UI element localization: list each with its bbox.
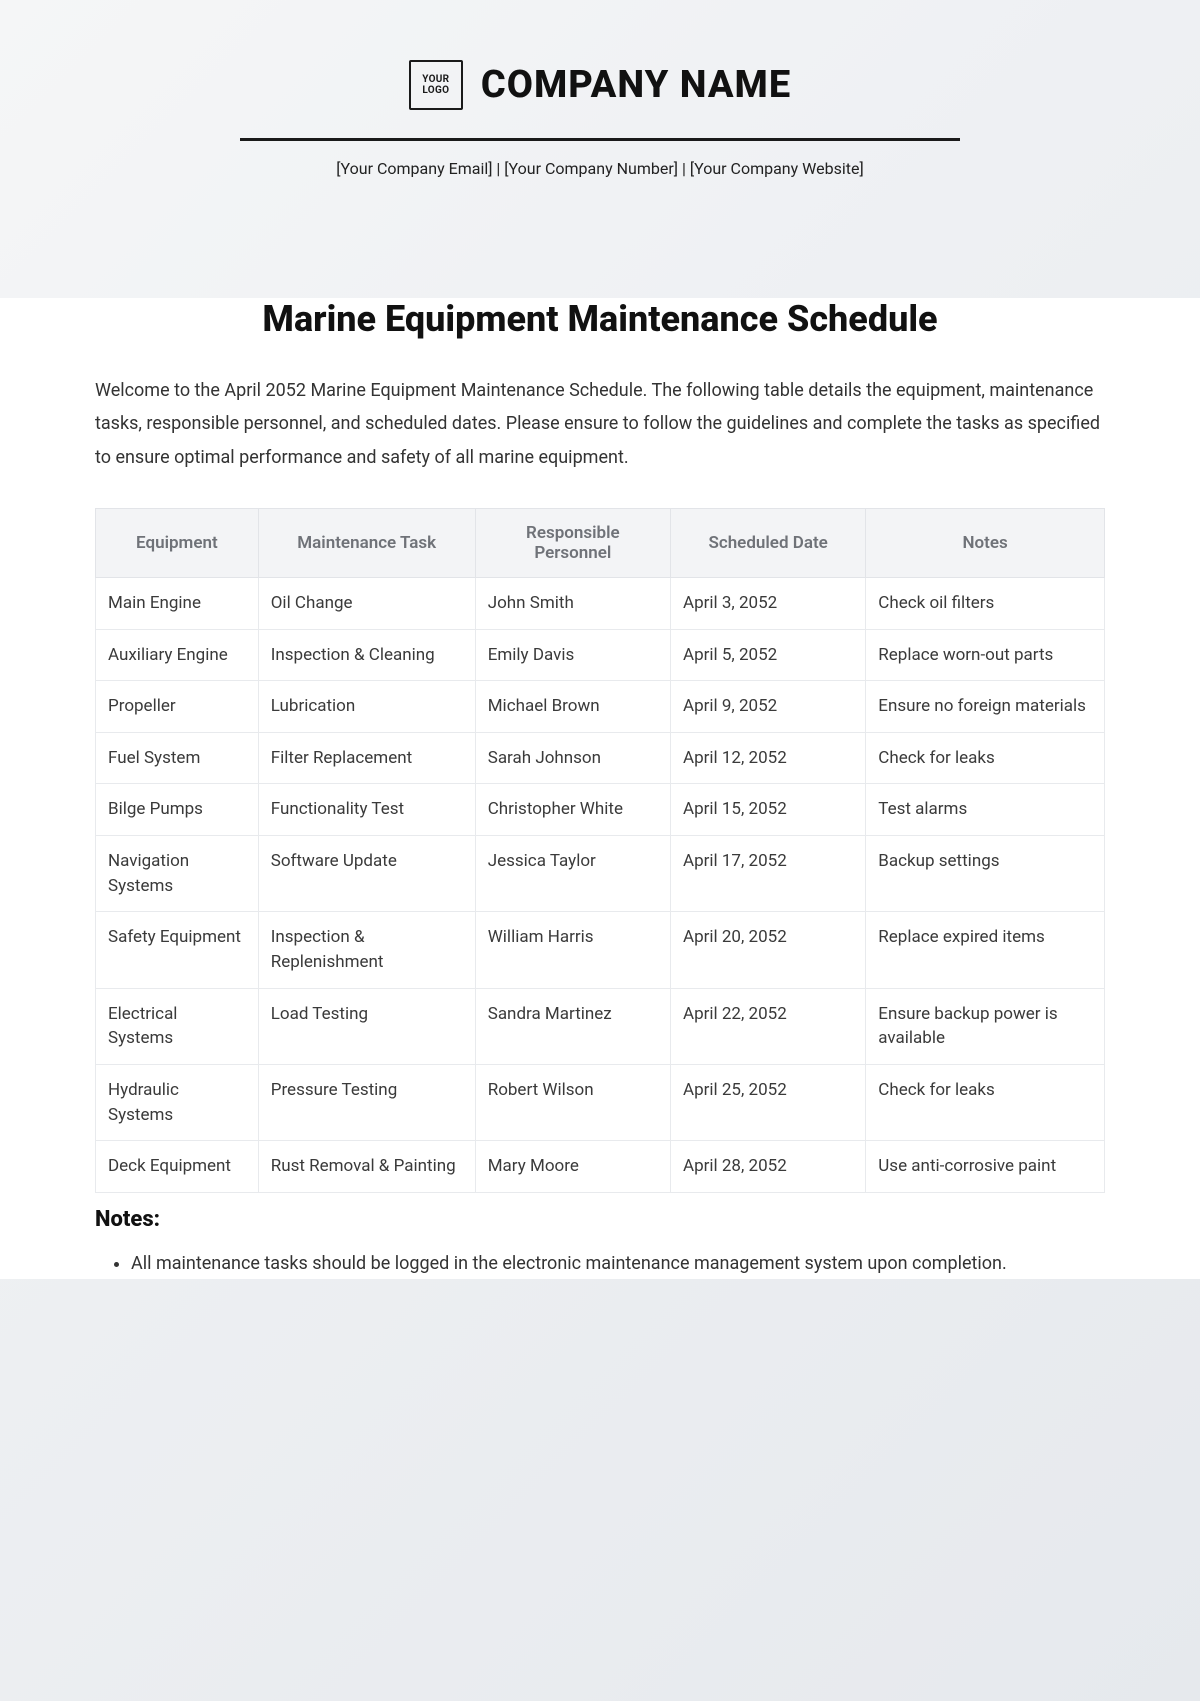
table-cell: Christopher White xyxy=(475,784,670,836)
table-cell: Emily Davis xyxy=(475,629,670,681)
notes-list: All maintenance tasks should be logged i… xyxy=(95,1248,1105,1280)
table-cell: Bilge Pumps xyxy=(96,784,259,836)
col-notes: Notes xyxy=(866,508,1105,577)
table-cell: Check for leaks xyxy=(866,732,1105,784)
table-cell: April 25, 2052 xyxy=(671,1064,866,1140)
table-cell: Functionality Test xyxy=(258,784,475,836)
table-cell: Pressure Testing xyxy=(258,1064,475,1140)
notes-item: All maintenance tasks should be logged i… xyxy=(131,1248,1105,1280)
intro-paragraph: Welcome to the April 2052 Marine Equipme… xyxy=(95,374,1105,474)
table-cell: John Smith xyxy=(475,577,670,629)
table-cell: Main Engine xyxy=(96,577,259,629)
table-row: PropellerLubricationMichael BrownApril 9… xyxy=(96,681,1105,733)
table-row: Navigation SystemsSoftware UpdateJessica… xyxy=(96,836,1105,912)
table-body: Main EngineOil ChangeJohn SmithApril 3, … xyxy=(96,577,1105,1192)
table-cell: William Harris xyxy=(475,912,670,988)
table-cell: Sandra Martinez xyxy=(475,988,670,1064)
table-cell: Robert Wilson xyxy=(475,1064,670,1140)
table-cell: Rust Removal & Painting xyxy=(258,1141,475,1193)
table-cell: Auxiliary Engine xyxy=(96,629,259,681)
table-cell: Check for leaks xyxy=(866,1064,1105,1140)
table-cell: Replace worn-out parts xyxy=(866,629,1105,681)
table-cell: April 9, 2052 xyxy=(671,681,866,733)
table-row: Fuel SystemFilter ReplacementSarah Johns… xyxy=(96,732,1105,784)
table-cell: Ensure backup power is available xyxy=(866,988,1105,1064)
table-cell: Jessica Taylor xyxy=(475,836,670,912)
company-name: COMPANY NAME xyxy=(481,63,791,107)
table-row: Auxiliary EngineInspection & CleaningEmi… xyxy=(96,629,1105,681)
table-cell: Propeller xyxy=(96,681,259,733)
table-cell: Inspection & Replenishment xyxy=(258,912,475,988)
table-cell: Mary Moore xyxy=(475,1141,670,1193)
table-cell: Michael Brown xyxy=(475,681,670,733)
table-cell: Ensure no foreign materials xyxy=(866,681,1105,733)
table-cell: Inspection & Cleaning xyxy=(258,629,475,681)
table-row: Hydraulic SystemsPressure TestingRobert … xyxy=(96,1064,1105,1140)
table-cell: Oil Change xyxy=(258,577,475,629)
table-cell: April 12, 2052 xyxy=(671,732,866,784)
table-cell: Test alarms xyxy=(866,784,1105,836)
table-cell: April 22, 2052 xyxy=(671,988,866,1064)
table-cell: Replace expired items xyxy=(866,912,1105,988)
table-cell: Check oil filters xyxy=(866,577,1105,629)
table-cell: Safety Equipment xyxy=(96,912,259,988)
table-cell: Lubrication xyxy=(258,681,475,733)
header-divider xyxy=(240,138,960,141)
document-title: Marine Equipment Maintenance Schedule xyxy=(95,298,1105,340)
col-equipment: Equipment xyxy=(96,508,259,577)
col-date: Scheduled Date xyxy=(671,508,866,577)
col-task: Maintenance Task xyxy=(258,508,475,577)
table-row: Bilge PumpsFunctionality TestChristopher… xyxy=(96,784,1105,836)
table-cell: Deck Equipment xyxy=(96,1141,259,1193)
brand-row: YOUR LOGO COMPANY NAME xyxy=(120,60,1080,110)
letterhead: YOUR LOGO COMPANY NAME [Your Company Ema… xyxy=(0,60,1200,178)
table-cell: Sarah Johnson xyxy=(475,732,670,784)
table-row: Safety EquipmentInspection & Replenishme… xyxy=(96,912,1105,988)
table-header-row: Equipment Maintenance Task Responsible P… xyxy=(96,508,1105,577)
table-cell: Fuel System xyxy=(96,732,259,784)
table-cell: April 3, 2052 xyxy=(671,577,866,629)
table-row: Deck EquipmentRust Removal & PaintingMar… xyxy=(96,1141,1105,1193)
table-cell: Navigation Systems xyxy=(96,836,259,912)
table-cell: April 15, 2052 xyxy=(671,784,866,836)
table-cell: Backup settings xyxy=(866,836,1105,912)
table-cell: April 20, 2052 xyxy=(671,912,866,988)
table-row: Main EngineOil ChangeJohn SmithApril 3, … xyxy=(96,577,1105,629)
table-cell: Electrical Systems xyxy=(96,988,259,1064)
table-cell: Software Update xyxy=(258,836,475,912)
notes-heading: Notes: xyxy=(95,1207,1105,1232)
maintenance-table: Equipment Maintenance Task Responsible P… xyxy=(95,508,1105,1193)
contact-line: [Your Company Email] | [Your Company Num… xyxy=(120,159,1080,178)
table-cell: April 17, 2052 xyxy=(671,836,866,912)
document-body: Marine Equipment Maintenance Schedule We… xyxy=(0,298,1200,1279)
table-row: Electrical SystemsLoad TestingSandra Mar… xyxy=(96,988,1105,1064)
table-cell: Hydraulic Systems xyxy=(96,1064,259,1140)
logo-placeholder: YOUR LOGO xyxy=(409,60,463,110)
table-cell: April 5, 2052 xyxy=(671,629,866,681)
table-cell: April 28, 2052 xyxy=(671,1141,866,1193)
col-personnel: Responsible Personnel xyxy=(475,508,670,577)
table-cell: Filter Replacement xyxy=(258,732,475,784)
table-cell: Use anti-corrosive paint xyxy=(866,1141,1105,1193)
table-cell: Load Testing xyxy=(258,988,475,1064)
